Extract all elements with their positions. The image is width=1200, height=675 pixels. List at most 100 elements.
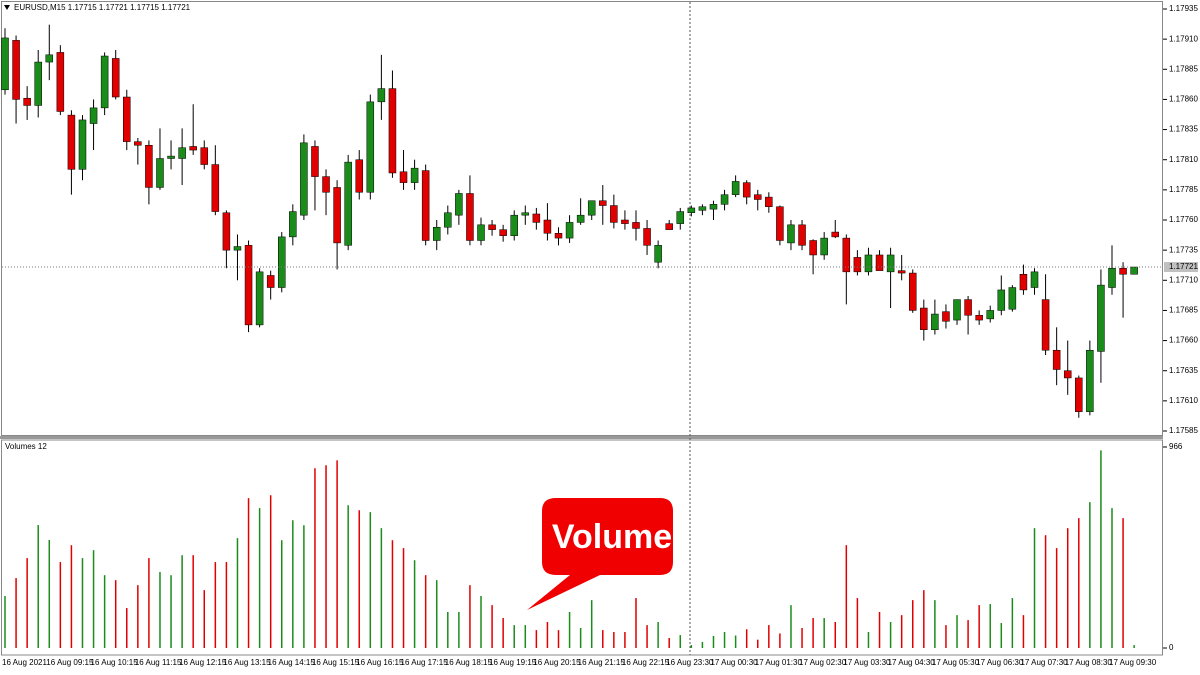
y-tick-label: 1.17660: [1169, 336, 1198, 345]
x-tick-label: 16 Aug 11:15: [135, 658, 182, 667]
candle-body: [488, 224, 496, 230]
candle-body: [23, 97, 31, 106]
x-tick-label: 17 Aug 07:30: [1020, 658, 1068, 667]
candle-body: [78, 119, 87, 170]
candle-body: [89, 107, 98, 124]
x-tick-label: 17 Aug 05:30: [932, 658, 980, 667]
y-tick-label: 1.17585: [1169, 426, 1198, 435]
candle-body: [643, 228, 651, 246]
candle-body: [156, 158, 164, 188]
candle-body: [67, 114, 76, 170]
x-tick-label: 17 Aug 03:30: [843, 658, 891, 667]
candle-body: [12, 40, 20, 100]
y-tick-label: 966: [1169, 442, 1183, 451]
candle-body: [1008, 287, 1017, 310]
x-tick-label: 16 Aug 10:15: [91, 658, 139, 667]
candle-body: [521, 212, 530, 216]
x-tick-label: 17 Aug 06:30: [976, 658, 1024, 667]
candle-body: [853, 257, 862, 273]
candle-body: [742, 182, 751, 198]
candle-body: [377, 88, 386, 103]
candle-body: [178, 147, 186, 159]
candle-body: [997, 289, 1006, 311]
y-tick-label: 1.17685: [1169, 306, 1198, 315]
x-tick-label: 16 Aug 19:15: [489, 658, 537, 667]
volume-title: Volumes 12: [5, 442, 47, 451]
y-tick-label: 1.17710: [1169, 275, 1198, 284]
candle-body: [300, 142, 308, 216]
candle-body: [444, 212, 452, 228]
callout-text: Volume: [552, 518, 672, 556]
y-tick-label: 1.17910: [1169, 34, 1198, 43]
candle-body: [975, 315, 983, 321]
x-tick-label: 16 Aug 2021: [2, 658, 47, 667]
candle-body: [421, 170, 430, 241]
candle-body: [111, 58, 120, 98]
candle-body: [621, 219, 629, 224]
candle-body: [931, 313, 939, 330]
candle-body: [167, 155, 175, 159]
candle-body: [920, 307, 928, 330]
candle-body: [45, 54, 54, 63]
x-tick-label: 16 Aug 23:30: [666, 658, 714, 667]
candle-body: [1, 37, 9, 91]
candle-body: [654, 245, 662, 263]
candle-body: [842, 237, 851, 273]
candle-body: [1019, 274, 1028, 291]
candle-body: [709, 204, 718, 210]
candle-body: [134, 141, 142, 146]
candle-body: [233, 246, 242, 251]
candle-body: [289, 211, 297, 238]
candle-body: [399, 171, 408, 183]
candle-body: [1108, 267, 1116, 288]
candle-body: [587, 200, 596, 216]
candle-body: [599, 200, 607, 206]
y-tick-label: 1.17835: [1169, 125, 1198, 134]
candle-body: [754, 194, 762, 200]
candle-body: [864, 254, 873, 273]
x-tick-label: 17 Aug 04:30: [888, 658, 936, 667]
candle-body: [676, 211, 685, 224]
candle-body: [222, 212, 231, 251]
price-marker: [1164, 262, 1198, 273]
candle-body: [787, 224, 795, 244]
x-tick-label: 17 Aug 02:30: [799, 658, 847, 667]
candle-body: [687, 207, 696, 214]
y-tick-label: 1.17935: [1169, 4, 1198, 13]
menu-icon: [4, 5, 10, 10]
x-tick-label: 17 Aug 01:30: [755, 658, 803, 667]
candle-body: [100, 55, 109, 109]
candle-body: [831, 231, 839, 238]
candle-body: [200, 147, 209, 165]
y-tick-label: 1.17610: [1169, 396, 1198, 405]
candle-body: [698, 206, 707, 211]
candle-body: [455, 193, 463, 216]
candle-body: [266, 275, 275, 288]
candle-body: [632, 222, 640, 229]
y-tick-label: 0: [1169, 643, 1174, 652]
candle-body: [466, 193, 474, 241]
candle-body: [333, 187, 341, 244]
x-tick-label: 16 Aug 21:15: [578, 658, 626, 667]
candle-body: [765, 196, 773, 207]
candle-body: [477, 224, 485, 241]
candle-body: [1063, 370, 1072, 379]
candle-body: [908, 272, 917, 311]
candle-body: [610, 205, 618, 223]
x-tick-label: 16 Aug 17:15: [401, 658, 449, 667]
candle-body: [211, 164, 220, 212]
candle-body: [543, 219, 552, 234]
volume-panel: [1, 439, 1163, 656]
candle-body: [1119, 267, 1127, 275]
y-tick-label: 1.17885: [1169, 64, 1198, 73]
candle-body: [953, 299, 961, 321]
candle-body: [1086, 349, 1094, 412]
candle-body: [1041, 299, 1050, 351]
price-marker-label: 1.17721: [1169, 262, 1198, 271]
y-tick-label: 1.17735: [1169, 245, 1198, 254]
candle-body: [432, 226, 441, 241]
x-tick-label: 16 Aug 18:15: [445, 658, 493, 667]
candle-body: [576, 214, 585, 223]
